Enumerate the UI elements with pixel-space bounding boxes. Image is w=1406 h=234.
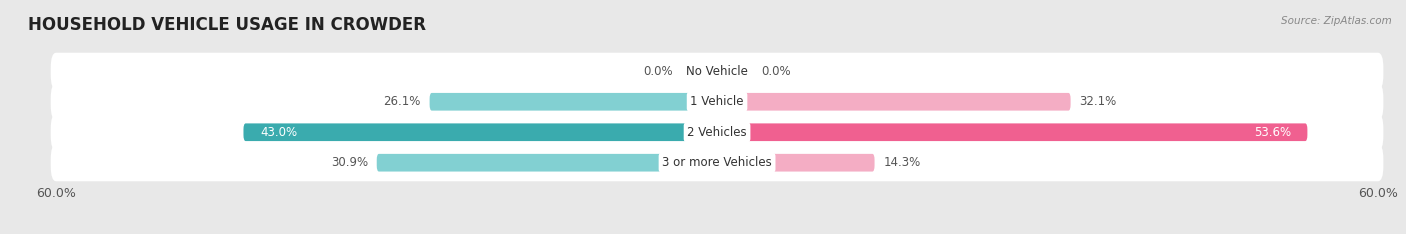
FancyBboxPatch shape	[717, 93, 1070, 111]
Text: 53.6%: 53.6%	[1254, 126, 1291, 139]
Text: 26.1%: 26.1%	[384, 95, 420, 108]
Text: 14.3%: 14.3%	[883, 156, 921, 169]
FancyBboxPatch shape	[377, 154, 717, 172]
FancyBboxPatch shape	[243, 123, 717, 141]
Text: 32.1%: 32.1%	[1080, 95, 1116, 108]
FancyBboxPatch shape	[430, 93, 717, 111]
FancyBboxPatch shape	[51, 144, 1384, 181]
Text: 2 Vehicles: 2 Vehicles	[688, 126, 747, 139]
Text: 0.0%: 0.0%	[644, 65, 673, 78]
Text: 1 Vehicle: 1 Vehicle	[690, 95, 744, 108]
FancyBboxPatch shape	[51, 83, 1384, 120]
Text: HOUSEHOLD VEHICLE USAGE IN CROWDER: HOUSEHOLD VEHICLE USAGE IN CROWDER	[28, 16, 426, 34]
Text: 30.9%: 30.9%	[330, 156, 368, 169]
Text: 43.0%: 43.0%	[260, 126, 297, 139]
Text: No Vehicle: No Vehicle	[686, 65, 748, 78]
Text: Source: ZipAtlas.com: Source: ZipAtlas.com	[1281, 16, 1392, 26]
FancyBboxPatch shape	[717, 154, 875, 172]
Text: 0.0%: 0.0%	[761, 65, 790, 78]
FancyBboxPatch shape	[51, 53, 1384, 90]
FancyBboxPatch shape	[717, 123, 1308, 141]
FancyBboxPatch shape	[51, 114, 1384, 151]
Text: 3 or more Vehicles: 3 or more Vehicles	[662, 156, 772, 169]
